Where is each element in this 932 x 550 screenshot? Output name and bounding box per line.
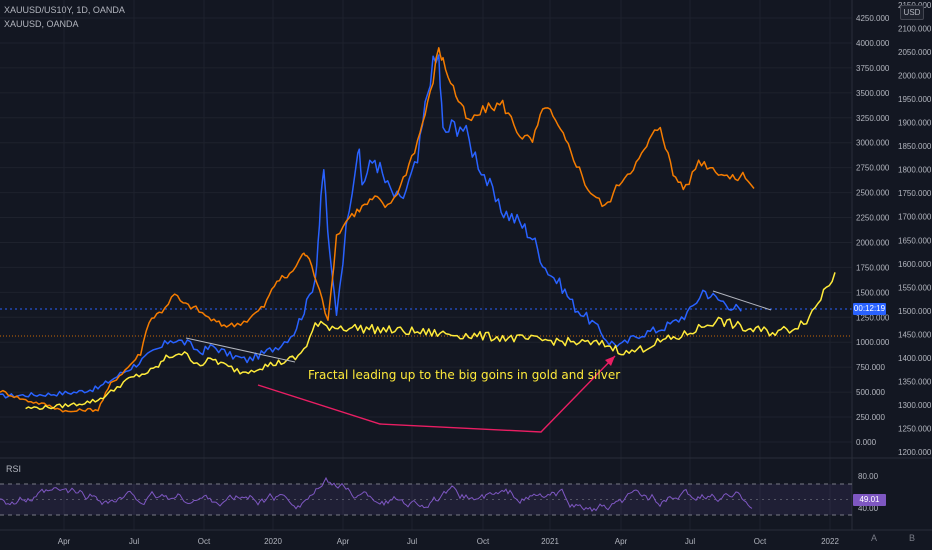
time-tick-label: Apr (337, 537, 350, 546)
series-layer (0, 47, 836, 413)
time-tick-label: Jul (685, 537, 695, 546)
right-axis-tick-label: 1850.000 (898, 142, 932, 151)
current-price-tag: 00:12:19 (853, 303, 886, 315)
right-axis-tick-label: 1650.000 (898, 236, 932, 245)
annotation-arrow (257, 355, 616, 433)
left-axis-tick-label: 1000.000 (856, 338, 890, 347)
second-symbol-legend[interactable]: XAUUSD, OANDA (4, 19, 79, 29)
time-axis[interactable]: Apr Jul Oct 2020 Apr Jul Oct 2021 Apr Jul Oct 2022 (58, 537, 840, 546)
time-tick-label: 2021 (541, 537, 559, 546)
left-axis-tick-label: 0.000 (856, 438, 877, 447)
log-scale-button[interactable]: B (909, 533, 916, 543)
fractal-trend-line-1 (185, 337, 296, 363)
time-tick-label: Jul (407, 537, 417, 546)
left-axis-tick-label: 500.000 (856, 388, 885, 397)
rsi-value-tag: 49.01 (853, 494, 886, 506)
time-tick-label: Oct (198, 537, 211, 546)
series-line-1 (0, 47, 755, 413)
rsi-panel: 80.00 40.00 (0, 472, 879, 516)
right-axis-tick-label: 1600.000 (898, 260, 932, 269)
right-axis-tick-label: 1250.000 (898, 424, 932, 433)
right-axis-tick-label: 2050.000 (898, 48, 932, 57)
price-level-lines (0, 308, 852, 337)
left-axis-tick-label: 4250.000 (856, 14, 890, 23)
left-axis-tick-label: 3000.000 (856, 139, 890, 148)
right-axis-tick-label: 1200.000 (898, 448, 932, 457)
right-axis-tick-label: 1550.000 (898, 283, 932, 292)
right-axis-tick-label: 1300.000 (898, 401, 932, 410)
left-axis-tick-label: 2500.000 (856, 189, 890, 198)
left-axis-tick-label: 2750.000 (856, 164, 890, 173)
rsi-axis-label-40: 40.00 (858, 504, 879, 513)
auto-scale-button[interactable]: A (871, 533, 878, 543)
time-tick-label: Oct (477, 537, 490, 546)
left-axis-tick-label: 2000.000 (856, 238, 890, 247)
left-axis-tick-label: 750.000 (856, 363, 885, 372)
right-axis-tick-label: 1350.000 (898, 377, 932, 386)
right-axis-tick-label: 1500.000 (898, 307, 932, 316)
time-tick-label: Apr (615, 537, 628, 546)
right-axis-tick-label: 1750.000 (898, 189, 932, 198)
right-axis-tick-label: 1900.000 (898, 119, 932, 128)
trend-lines (185, 290, 772, 363)
rsi-label[interactable]: RSI (6, 464, 22, 474)
main-symbol-legend[interactable]: XAUUSD/US10Y, 1D, OANDA (4, 5, 125, 15)
fractal-trend-line-2 (712, 290, 772, 311)
left-axis-tick-label: 2250.000 (856, 214, 890, 223)
time-tick-label: Apr (58, 537, 71, 546)
series-line-2 (25, 272, 836, 410)
time-tick-label: Oct (754, 537, 767, 546)
left-axis-tick-label: 1250.000 (856, 313, 890, 322)
left-price-axis[interactable]: 4250.000 4000.000 3750.000 3500.000 3250.000… (856, 14, 890, 447)
right-axis-tick-label: 2000.000 (898, 72, 932, 81)
right-axis-tick-label: 1450.000 (898, 330, 932, 339)
left-axis-tick-label: 1750.000 (856, 263, 890, 272)
left-axis-tick-label: 3250.000 (856, 114, 890, 123)
time-tick-label: Jul (129, 537, 139, 546)
rsi-axis-label-80: 80.00 (858, 472, 879, 481)
rsi-line (0, 476, 753, 513)
right-axis-tick-label: 1700.000 (898, 213, 932, 222)
currency-button[interactable]: USD (900, 5, 924, 20)
left-axis-tick-label: 4000.000 (856, 39, 890, 48)
right-axis-tick-label: 1800.000 (898, 166, 932, 175)
right-axis-tick-label: 1400.000 (898, 354, 932, 363)
right-axis-tick-label: 2100.000 (898, 25, 932, 34)
left-axis-tick-label: 1500.000 (856, 288, 890, 297)
grid-lines (0, 0, 852, 530)
left-axis-tick-label: 250.000 (856, 413, 885, 422)
time-tick-label: 2022 (821, 537, 839, 546)
left-axis-tick-label: 3750.000 (856, 64, 890, 73)
annotation-text: Fractal leading up to the big goins in g… (308, 368, 620, 382)
right-axis-tick-label: 1950.000 (898, 95, 932, 104)
time-tick-label: 2020 (264, 537, 282, 546)
left-axis-tick-label: 3500.000 (856, 89, 890, 98)
